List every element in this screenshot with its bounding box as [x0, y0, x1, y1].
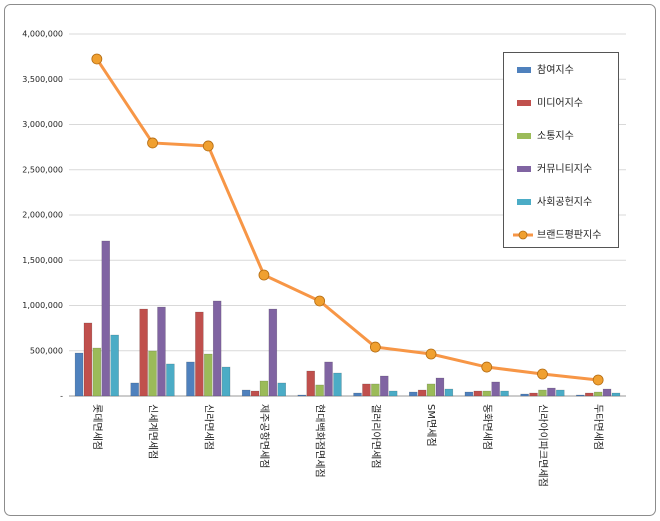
bar	[371, 383, 380, 397]
bar	[435, 377, 445, 397]
bar	[259, 380, 269, 397]
bar	[195, 311, 204, 397]
legend-label: 참여지수	[537, 64, 574, 76]
legend-label: 사회공헌지수	[537, 196, 592, 208]
x-tick-label: 제주공항면세점	[258, 404, 270, 468]
bar	[538, 389, 547, 397]
bar	[130, 382, 139, 397]
y-tick-label: 500,000	[30, 346, 63, 355]
x-tick-label: 현대백화점면세점	[314, 404, 326, 478]
line	[95, 58, 599, 382]
bar	[520, 393, 529, 397]
x-tick-label: 갤러리아면세점	[369, 404, 381, 468]
bar	[241, 389, 251, 397]
line-marker	[592, 374, 604, 386]
bar	[576, 394, 585, 397]
legend-label: 브랜드평판지수	[537, 229, 601, 241]
bar	[204, 353, 213, 397]
bar	[221, 366, 231, 397]
line-marker	[202, 140, 214, 152]
bar	[547, 387, 556, 397]
legend-swatch	[517, 166, 531, 172]
bar	[148, 350, 157, 397]
bar	[306, 370, 315, 397]
bar	[157, 306, 166, 397]
bar	[353, 392, 362, 397]
y-tick-label: 4,000,000	[22, 30, 63, 39]
line-marker	[369, 341, 381, 353]
bar	[83, 322, 93, 397]
bar	[491, 381, 500, 397]
legend-label: 소통지수	[537, 130, 574, 142]
bar	[556, 389, 565, 397]
bar	[92, 347, 102, 397]
bar	[409, 391, 418, 397]
bar	[139, 308, 148, 397]
legend-swatch	[517, 100, 531, 106]
bar	[593, 391, 603, 397]
line-marker	[425, 348, 437, 360]
bar	[473, 390, 483, 397]
y-tick-label: 3,000,000	[22, 120, 63, 129]
legend-swatch	[517, 199, 531, 205]
bar	[315, 384, 324, 397]
bar	[324, 361, 333, 397]
bar	[426, 383, 436, 397]
x-tick-label: SM면세점	[425, 404, 437, 447]
bar	[417, 389, 427, 397]
bar	[186, 361, 195, 397]
bar	[464, 391, 474, 397]
bar	[602, 388, 612, 397]
bar	[250, 390, 260, 397]
bar	[362, 383, 371, 397]
bar	[388, 390, 398, 397]
legend-box	[503, 52, 619, 248]
bar	[297, 394, 307, 397]
y-tick-label: 1,000,000	[22, 301, 63, 310]
y-tick-label: 2,000,000	[22, 211, 63, 220]
line-marker	[147, 137, 158, 149]
x-tick-label: 롯데면세점	[91, 404, 103, 450]
bar	[268, 308, 278, 397]
line-marker	[481, 361, 493, 373]
bar	[500, 390, 509, 397]
x-tick-label: 신세계면세점	[147, 404, 159, 459]
y-tick-label: 3,500,000	[22, 75, 63, 84]
line-marker	[314, 295, 326, 307]
x-tick-label: 신라면세점	[202, 404, 214, 450]
line-marker	[537, 368, 548, 380]
bar	[444, 388, 454, 397]
bar	[611, 392, 621, 397]
bar	[101, 240, 110, 397]
bar	[333, 372, 342, 397]
bar	[166, 363, 175, 397]
bar	[585, 392, 594, 397]
line-marker	[91, 53, 103, 65]
bar	[529, 392, 538, 397]
line-marker	[258, 269, 270, 281]
y-tick-label: 1,500,000	[22, 256, 63, 265]
y-tick-label: -	[60, 392, 63, 401]
bar	[74, 352, 84, 397]
x-tick-label: 두타면세점	[592, 404, 604, 450]
bar	[277, 382, 286, 397]
bar	[212, 300, 222, 397]
legend-marker	[518, 230, 528, 240]
bar	[380, 375, 389, 397]
legend-label: 커뮤니티지수	[537, 163, 592, 175]
x-tick-label: 신라아이파크면세점	[536, 404, 548, 487]
legend-swatch	[517, 67, 531, 73]
legend-swatch	[517, 133, 531, 139]
x-tick-label: 동화면세점	[481, 404, 493, 450]
legend-label: 미디어지수	[537, 97, 583, 109]
bar	[110, 334, 119, 397]
bar	[482, 390, 491, 397]
y-tick-label: 2,500,000	[22, 165, 63, 174]
